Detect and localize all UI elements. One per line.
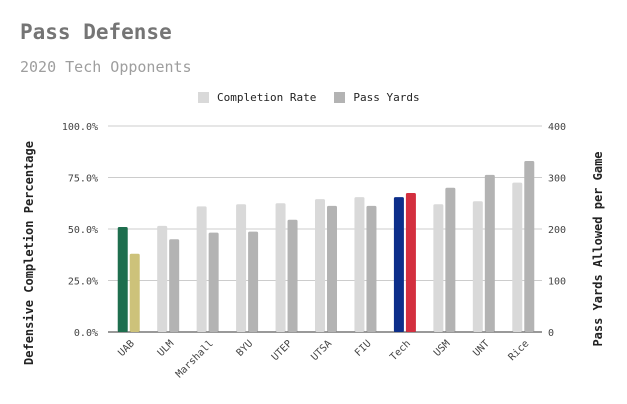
bar-completion-rate-utep	[275, 203, 286, 332]
bar-completion-rate-usm	[433, 204, 444, 332]
bar-completion-rate-marshall	[196, 206, 207, 332]
y-tick-label: 25.0%	[68, 277, 98, 288]
bar-completion-rate-rice	[512, 182, 523, 332]
bar-pass-yards-utep	[287, 219, 298, 332]
bar-pass-yards-marshall	[208, 232, 219, 332]
y2-tick-label: 0	[548, 328, 554, 339]
bar-completion-rate-tech	[393, 197, 404, 332]
x-tick-label: Marshall	[174, 338, 216, 380]
legend-label-completion-rate: Completion Rate	[217, 91, 317, 104]
bar-completion-rate-fiu	[354, 197, 365, 332]
y-tick-label: 75.0%	[68, 174, 98, 185]
x-tick-label: BYU	[235, 338, 256, 359]
bar-pass-yards-unt	[484, 174, 495, 332]
bar-pass-yards-byu	[248, 231, 259, 332]
x-tick-label: ULM	[156, 338, 177, 359]
bar-pass-yards-utsa	[327, 205, 337, 332]
chart-title: Pass Defense	[20, 20, 172, 44]
x-tick-label: UTEP	[270, 338, 295, 363]
y2-tick-label: 400	[548, 122, 566, 133]
bar-pass-yards-rice	[524, 161, 535, 332]
x-tick-label: UAB	[116, 338, 137, 359]
y-tick-label: 100.0%	[62, 122, 98, 133]
bar-completion-rate-byu	[236, 204, 247, 332]
legend-swatch-pass-yards	[334, 92, 346, 103]
bar-completion-rate-ulm	[157, 225, 168, 332]
y2-axis-title: Pass Yards Allowed per Game	[591, 151, 605, 346]
y-tick-label: 0.0%	[74, 328, 98, 339]
x-tick-label: UNT	[471, 338, 492, 359]
legend: Completion Rate Pass Yards	[198, 91, 438, 104]
x-tick-label: FIU	[353, 338, 374, 359]
bar-completion-rate-uab	[117, 226, 128, 332]
legend-item-completion-rate: Completion Rate	[198, 91, 316, 104]
x-tick-label: UTSA	[309, 338, 334, 363]
y-tick-label: 50.0%	[68, 225, 98, 236]
bar-pass-yards-tech	[405, 192, 416, 332]
x-tick-label: Tech	[388, 338, 413, 363]
y-axis-title: Defensive Completion Percentage	[22, 141, 36, 365]
y2-tick-label: 200	[548, 225, 566, 236]
x-tick-label: Rice	[507, 338, 532, 363]
legend-swatch-completion-rate	[198, 92, 209, 103]
bar-pass-yards-ulm	[169, 239, 180, 332]
bar-pass-yards-fiu	[366, 205, 377, 332]
bar-pass-yards-usm	[445, 187, 456, 332]
bar-pass-yards-uab	[129, 253, 140, 332]
y2-tick-label: 100	[548, 277, 566, 288]
y2-tick-label: 300	[548, 174, 566, 185]
bar-completion-rate-unt	[472, 201, 483, 332]
legend-label-pass-yards: Pass Yards	[353, 91, 420, 104]
legend-item-pass-yards: Pass Yards	[334, 91, 420, 104]
bar-completion-rate-utsa	[315, 199, 325, 332]
chart-subtitle: 2020 Tech Opponents	[20, 58, 192, 76]
x-tick-label: USM	[432, 338, 453, 359]
